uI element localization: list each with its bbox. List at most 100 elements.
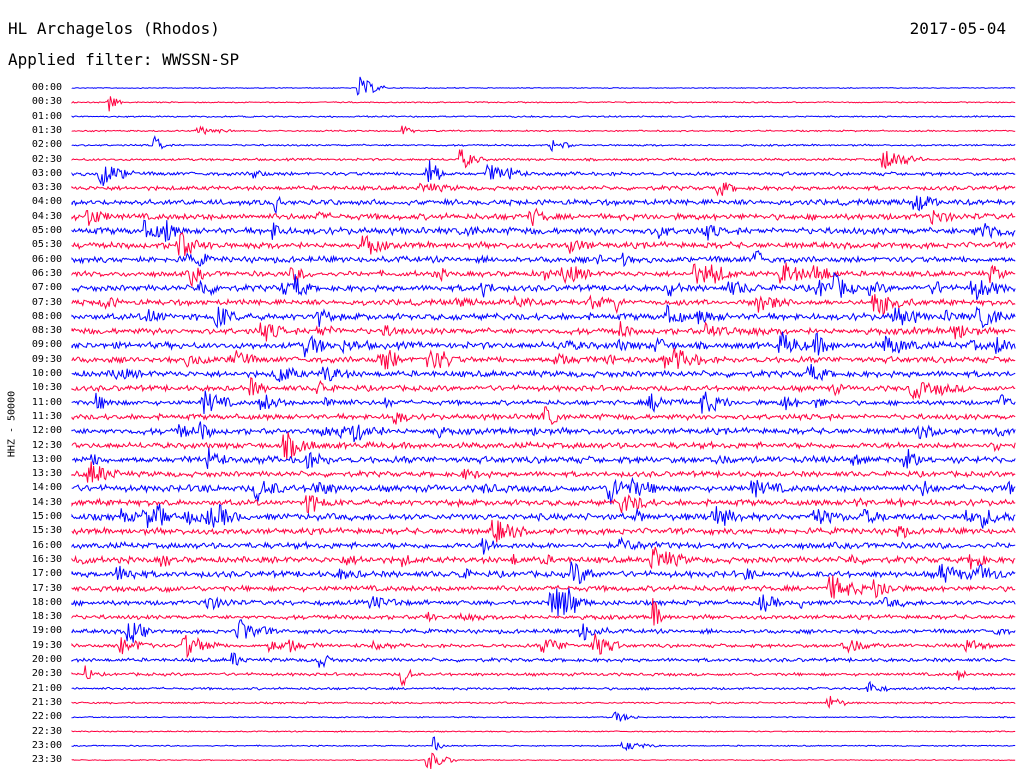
time-tick-label: 23:30 <box>31 754 62 766</box>
time-tick-label: 22:00 <box>31 711 62 723</box>
trace-row <box>71 262 1016 288</box>
trace-row <box>71 503 1016 529</box>
trace-row <box>71 587 1016 617</box>
time-tick-label: 07:30 <box>31 296 62 308</box>
time-tick-label: 09:00 <box>31 339 62 351</box>
trace-row <box>71 347 1016 370</box>
trace-row <box>71 160 1016 187</box>
time-tick-label: 10:00 <box>31 368 62 379</box>
trace-row <box>71 364 1016 383</box>
time-tick-label: 09:30 <box>31 353 62 365</box>
time-tick-label: 19:30 <box>31 639 62 651</box>
trace-row <box>71 536 1016 555</box>
time-tick-label: 11:00 <box>31 396 62 408</box>
time-tick-label: 06:30 <box>31 267 62 279</box>
trace-row <box>71 331 1016 358</box>
time-tick-label: 21:00 <box>31 682 62 694</box>
trace-row <box>71 730 1016 733</box>
trace-row <box>71 752 1016 770</box>
time-tick-label: 14:30 <box>31 496 62 508</box>
time-tick-label: 22:30 <box>31 725 62 737</box>
time-tick-label: 13:30 <box>31 468 62 480</box>
time-tick-label: 12:00 <box>31 425 62 437</box>
time-tick-label: 14:00 <box>31 482 62 494</box>
trace-row <box>71 461 1016 483</box>
trace-row <box>71 561 1016 585</box>
trace-row <box>71 575 1016 599</box>
trace-row <box>71 135 1016 153</box>
trace-row <box>71 76 1016 96</box>
trace-row <box>71 711 1016 722</box>
time-tick-label: 15:00 <box>31 511 62 522</box>
time-tick-label: 08:30 <box>31 325 62 337</box>
time-tick-label: 01:00 <box>31 110 62 122</box>
trace-row <box>71 546 1016 570</box>
time-tick-label: 04:30 <box>31 210 62 222</box>
time-tick-label: 03:30 <box>31 182 62 194</box>
trace-row <box>71 149 1016 169</box>
trace-row <box>71 431 1016 460</box>
time-tick-label: 20:30 <box>31 668 62 680</box>
trace-row <box>71 736 1016 752</box>
time-tick-label: 15:30 <box>31 525 62 537</box>
trace-row <box>71 652 1016 669</box>
trace-row <box>71 476 1016 505</box>
trace-row <box>71 249 1016 268</box>
time-tick-label: 20:00 <box>31 654 62 665</box>
time-tick-label: 16:00 <box>31 539 62 551</box>
trace-row <box>71 321 1016 342</box>
trace-row <box>71 494 1016 514</box>
time-tick-label: 01:30 <box>31 124 62 136</box>
record-date: 2017-05-04 <box>909 19 1006 38</box>
trace-row <box>71 421 1016 443</box>
trace-row <box>71 519 1016 543</box>
time-tick-label: 00:00 <box>31 82 62 93</box>
time-tick-label: 13:00 <box>31 453 62 465</box>
trace-row <box>71 680 1016 693</box>
trace-row <box>71 294 1016 317</box>
time-tick-label: 03:00 <box>31 167 62 179</box>
trace-row <box>71 406 1016 426</box>
time-tick-label: 05:30 <box>31 239 62 251</box>
filter-label: Applied filter: WWSSN-SP <box>8 50 240 69</box>
trace-row <box>71 390 1016 415</box>
trace-row <box>71 207 1016 227</box>
time-tick-label: 21:30 <box>31 696 62 708</box>
time-tick-label: 18:00 <box>31 596 62 608</box>
trace-row <box>71 195 1016 215</box>
time-tick-label: 04:00 <box>31 196 62 208</box>
trace-row <box>71 125 1016 136</box>
trace-row <box>71 219 1016 242</box>
time-tick-label: 11:30 <box>31 410 62 422</box>
trace-row <box>71 619 1016 643</box>
time-tick-label: 18:30 <box>31 611 62 623</box>
trace-row <box>71 598 1016 626</box>
time-tick-label: 08:00 <box>31 310 62 322</box>
time-tick-label: 23:00 <box>31 739 62 751</box>
trace-row <box>71 182 1016 197</box>
time-tick-label: 19:00 <box>31 625 62 637</box>
trace-row <box>71 695 1016 709</box>
time-tick-label: 10:30 <box>31 382 62 394</box>
trace-row <box>71 304 1016 329</box>
time-tick-label: 06:00 <box>31 253 62 265</box>
trace-row <box>71 115 1016 119</box>
trace-row <box>71 633 1016 659</box>
time-tick-label: 05:00 <box>31 225 62 236</box>
time-tick-label: 07:00 <box>31 282 62 294</box>
trace-row <box>71 377 1016 401</box>
time-tick-label: 02:00 <box>31 139 62 151</box>
trace-row <box>71 232 1016 257</box>
time-tick-label: 02:30 <box>31 153 62 165</box>
trace-row <box>71 665 1016 687</box>
station-title: HL Archagelos (Rhodos) <box>8 19 220 38</box>
time-tick-label: 12:30 <box>31 439 62 451</box>
time-tick-label: 00:30 <box>31 96 62 108</box>
time-tick-label: 17:00 <box>31 568 62 580</box>
time-tick-label: 17:30 <box>31 582 62 594</box>
trace-row <box>71 96 1016 112</box>
time-tick-label: 16:30 <box>31 553 62 565</box>
trace-row <box>71 447 1016 470</box>
trace-row <box>71 271 1016 300</box>
